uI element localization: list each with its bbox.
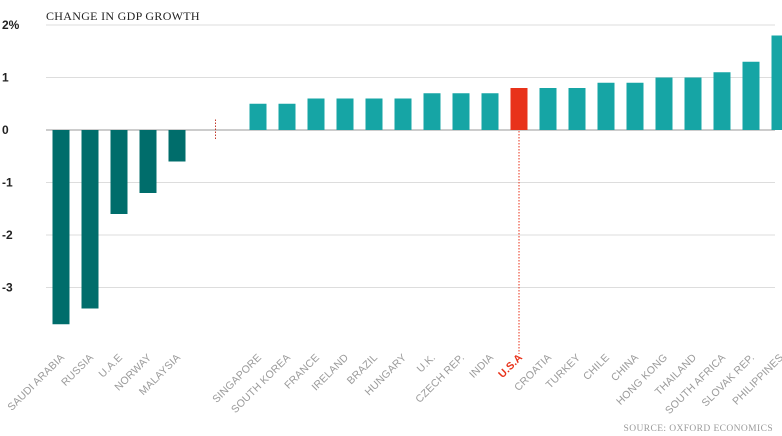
bar-france xyxy=(307,98,325,130)
y-tick-label: -1 xyxy=(2,176,13,190)
x-tick-label: CHILE xyxy=(581,352,612,383)
bar-malaysia xyxy=(168,130,186,162)
bar-slovak-rep xyxy=(742,61,760,130)
bar-turkey xyxy=(568,88,586,130)
y-tick-label: -2 xyxy=(2,228,13,242)
bar-russia xyxy=(81,130,99,309)
bar-saudi-arabia xyxy=(52,130,70,325)
bar-norway xyxy=(139,130,157,193)
bar-hong-kong xyxy=(655,77,673,130)
bar-czech-rep xyxy=(452,93,470,130)
bar-singapore xyxy=(249,103,267,130)
bar-south-korea xyxy=(278,103,296,130)
y-tick-label: -3 xyxy=(2,281,13,295)
x-tick-label: SAUDI ARABIA xyxy=(5,352,67,414)
bar-u-k xyxy=(423,93,441,130)
bar-south-africa xyxy=(713,72,731,130)
bars xyxy=(52,35,782,354)
bar-india xyxy=(481,93,499,130)
y-axis-ticks: 2% 1 0 -1 -2 -3 xyxy=(2,18,20,295)
y-tick-label: 1 xyxy=(2,71,9,85)
chart-title: CHANGE IN GDP GROWTH xyxy=(46,9,200,23)
x-tick-label: U.K. xyxy=(415,352,439,376)
x-tick-label: RUSSIA xyxy=(59,352,96,389)
bar-chile xyxy=(597,82,615,130)
y-tick-label: 0 xyxy=(2,123,9,137)
bar-u-a-e xyxy=(110,130,128,214)
y-tick-label: 2% xyxy=(2,18,20,32)
x-tick-label: INDIA xyxy=(467,352,496,381)
bar-croatia xyxy=(539,88,557,130)
bar-brazil xyxy=(365,98,383,130)
x-tick-label: SINGAPORE xyxy=(210,352,264,406)
bar-thailand xyxy=(684,77,702,130)
bar-hungary xyxy=(394,98,412,130)
bar-china xyxy=(626,82,644,130)
bar-philippines xyxy=(771,35,782,130)
chart-source: SOURCE: OXFORD ECONOMICS xyxy=(624,424,773,434)
bar-u-s-a xyxy=(510,88,528,130)
bar-ireland xyxy=(336,98,354,130)
